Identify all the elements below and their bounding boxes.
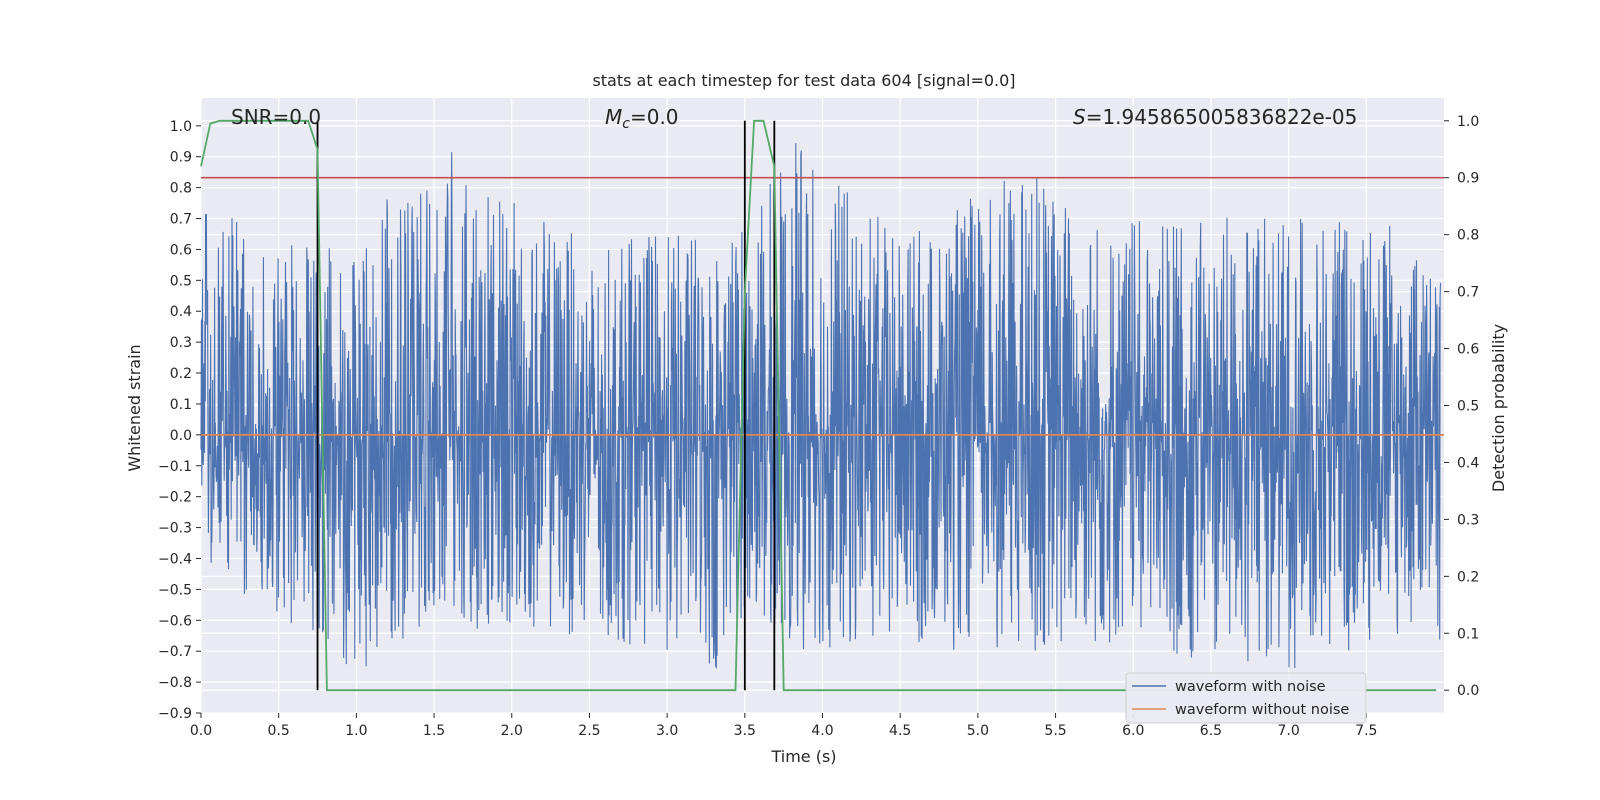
y-right-tick-label: 0.9 — [1457, 171, 1479, 187]
x-tick-label: 2.5 — [578, 723, 600, 739]
y-right-tick-label: 0.5 — [1457, 399, 1479, 415]
legend-box — [1125, 672, 1367, 724]
x-tick-label: 7.0 — [1277, 723, 1299, 739]
x-axis-label: Time (s) — [770, 747, 836, 766]
y-right-tick-label: 1.0 — [1457, 114, 1479, 130]
y-tick-label: −0.1 — [158, 459, 192, 475]
x-tick-label: 0.5 — [268, 723, 290, 739]
y-tick-label: 0.2 — [170, 366, 192, 382]
y-tick-label: −0.3 — [158, 521, 192, 537]
mc-subscript: c — [622, 116, 630, 132]
y-right-tick-label: 0.6 — [1457, 342, 1479, 358]
x-tick-label: 0.0 — [190, 723, 212, 739]
y-tick-label: −0.9 — [158, 706, 192, 722]
x-tick-label: 6.0 — [1122, 723, 1144, 739]
y-axis-right-label: Detection probability — [1489, 324, 1508, 492]
y-tick-label: −0.2 — [158, 490, 192, 506]
s-value: =1.945865005836822e-05 — [1086, 105, 1358, 129]
x-tick-label: 3.5 — [734, 723, 756, 739]
x-tick-label: 7.5 — [1355, 723, 1377, 739]
x-tick-label: 1.5 — [423, 723, 445, 739]
y-tick-label: 0.6 — [170, 242, 192, 258]
y-tick-label: −0.7 — [158, 644, 192, 660]
chirp-mass-annotation: Mc=0.0 — [605, 105, 679, 132]
legend-label-noise: waveform with noise — [1175, 679, 1326, 695]
series-detection-probability — [200, 119, 1437, 692]
s-annotation: S=1.945865005836822e-05 — [1073, 105, 1357, 129]
y-tick-label: −0.6 — [158, 613, 192, 629]
snr-annotation: SNR=0.0 — [231, 105, 321, 129]
y-tick-label: −0.8 — [158, 675, 192, 691]
y-tick-label: 0.0 — [170, 428, 192, 444]
y-tick-label: 0.4 — [170, 304, 192, 320]
y-tick-label: 1.0 — [170, 119, 192, 135]
x-tick-label: 2.0 — [501, 723, 523, 739]
x-tick-label: 1.0 — [345, 723, 367, 739]
y-tick-label: 0.3 — [170, 335, 192, 351]
y-tick-label: −0.4 — [158, 551, 192, 567]
ticks: 0.0 0.5 1.0 1.5 2.0 2.5 3.0 3.5 4.0 4.5 5.0 5.5 6.0 6… — [158, 114, 1479, 739]
x-tick-label: 4.0 — [811, 723, 833, 739]
y-tick-label: 0.8 — [170, 181, 192, 197]
y-tick-label: 0.1 — [170, 397, 192, 413]
y-axis-label: Whitened strain — [125, 344, 144, 471]
mc-symbol: M — [605, 105, 622, 129]
x-tick-label: 4.5 — [889, 723, 911, 739]
x-tick-label: 5.0 — [967, 723, 989, 739]
y-right-tick-label: 0.8 — [1457, 228, 1479, 244]
legend-label-clean: waveform without noise — [1175, 702, 1349, 718]
y-right-tick-label: 0.4 — [1457, 455, 1479, 471]
y-right-tick-label: 0.0 — [1457, 683, 1479, 699]
y-right-tick-label: 0.3 — [1457, 512, 1479, 528]
series-waveform-with-noise — [200, 143, 1442, 669]
chart-marks — [200, 119, 1444, 692]
legend: waveform with noise waveform without noi… — [1125, 672, 1367, 724]
chart-title: stats at each timestep for test data 604… — [592, 71, 1015, 90]
x-tick-label: 5.5 — [1044, 723, 1066, 739]
s-symbol: S — [1073, 105, 1086, 129]
y-tick-label: 0.7 — [170, 212, 192, 228]
y-right-tick-label: 0.1 — [1457, 626, 1479, 642]
x-tick-label: 3.0 — [656, 723, 678, 739]
y-right-tick-label: 0.7 — [1457, 285, 1479, 301]
y-tick-label: 0.9 — [170, 150, 192, 166]
mc-value: =0.0 — [630, 105, 679, 129]
y-right-tick-label: 0.2 — [1457, 569, 1479, 585]
x-tick-label: 6.5 — [1200, 723, 1222, 739]
y-tick-label: 0.5 — [170, 273, 192, 289]
y-tick-label: −0.5 — [158, 582, 192, 598]
